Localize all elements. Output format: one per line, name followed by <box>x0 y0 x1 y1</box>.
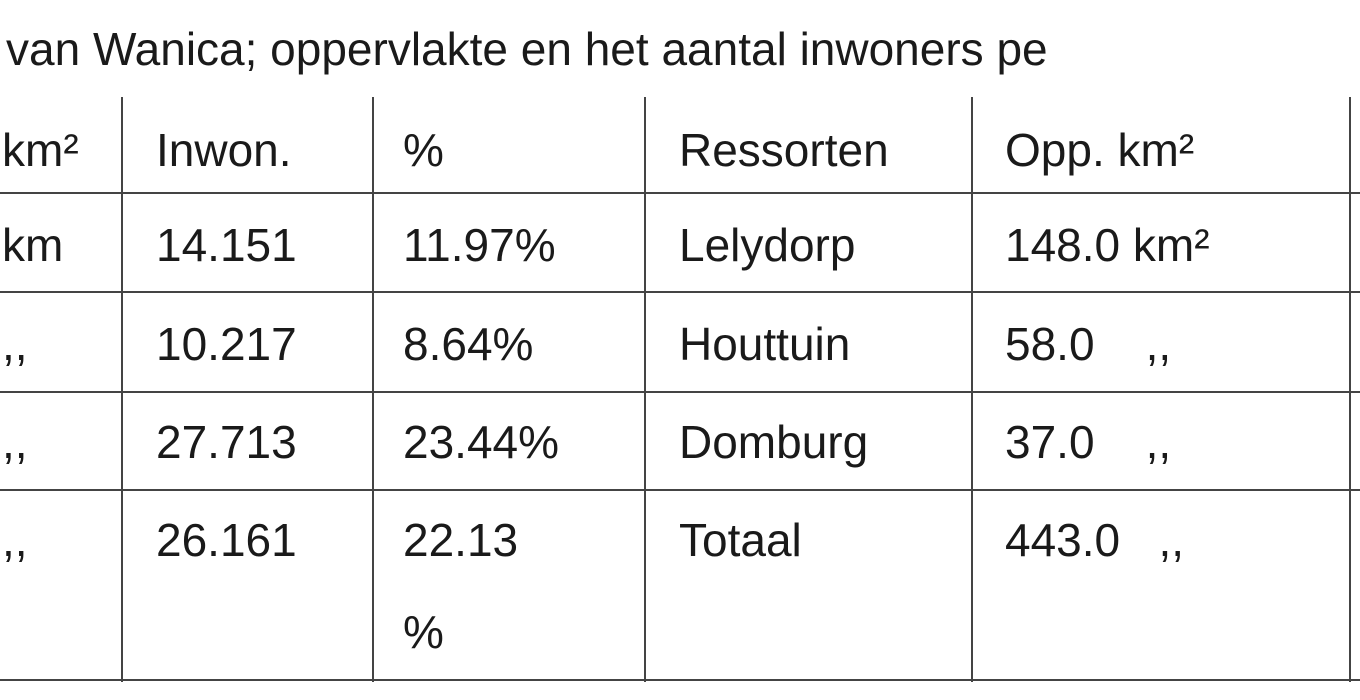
column-rule <box>971 97 973 682</box>
table-cell: Houttuin <box>679 318 851 370</box>
table-cell: 22.13 % <box>403 514 531 658</box>
table-cell: ,, <box>2 416 28 468</box>
caption: van Wanica; oppervlakte en het aantal in… <box>6 23 1048 75</box>
header-cell: Opp. km² <box>1005 124 1195 176</box>
table-cell: ,, <box>2 318 28 370</box>
column-rule <box>644 97 646 682</box>
header-cell: km² <box>2 124 79 176</box>
column-rule <box>1349 97 1351 682</box>
table-cell: 26.161 <box>156 514 297 566</box>
table-cell: ,, <box>2 514 28 566</box>
table-cell: 10.217 <box>156 318 297 370</box>
table-cell: 11.97% <box>403 219 556 271</box>
column-rule <box>121 97 123 682</box>
table-cell: 23.44% <box>403 416 560 468</box>
table-cell: 14.151 <box>156 219 297 271</box>
row-rule <box>0 391 1360 393</box>
table-cell: Lelydorp <box>679 219 856 271</box>
row-rule <box>0 489 1360 491</box>
table-cell: 27.713 <box>156 416 297 468</box>
table-cell: 37.0 ,, <box>1005 416 1172 468</box>
header-cell: Inwon. <box>156 124 292 176</box>
table-cell: 58.0 ,, <box>1005 318 1172 370</box>
row-rule <box>0 192 1360 194</box>
column-rule <box>372 97 374 682</box>
table-cell: Domburg <box>679 416 869 468</box>
header-cell: % <box>403 124 444 176</box>
table-cell: 443.0 ,, <box>1005 514 1185 566</box>
row-rule <box>0 291 1360 293</box>
table-cell: Totaal <box>679 514 802 566</box>
header-cell: Ressorten <box>679 124 889 176</box>
table-cell: km <box>2 219 64 271</box>
row-rule <box>0 679 1360 681</box>
table-cell: 148.0 km² <box>1005 219 1210 271</box>
table-cell: 8.64% <box>403 318 534 370</box>
